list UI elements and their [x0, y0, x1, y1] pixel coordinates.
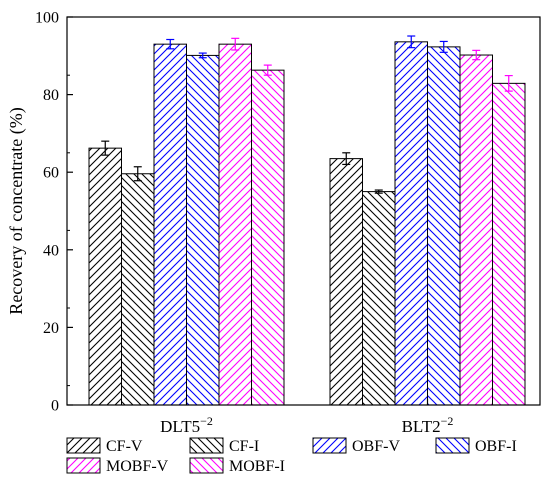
legend-item-obf-i: OBF-I [435, 437, 517, 455]
legend-item-mobf-i: MOBF-I [189, 457, 285, 475]
bar-cf-i-2 [362, 191, 396, 406]
bar-mobf-v-2 [459, 54, 493, 406]
legend-item-cf-v: CF-V [66, 437, 143, 455]
error-bar-cf-i-1 [133, 166, 142, 182]
error-bar-cf-v-1 [101, 140, 110, 156]
plot-frame [66, 16, 541, 406]
error-bar-obf-i-1 [198, 52, 207, 59]
legend-label: MOBF-V [106, 458, 169, 475]
y-tick-label: 60 [43, 165, 59, 182]
bar-mobf-v-1 [218, 43, 252, 406]
bar-obf-v-1 [153, 43, 187, 406]
bar-obf-i-1 [186, 54, 220, 406]
legend-swatch [66, 457, 101, 474]
error-bars-layer [101, 35, 513, 194]
legend: CF-V CF-I OBF-V OBF-I MOBF-V MOBF-I [66, 437, 517, 475]
y-tick-label: 100 [35, 10, 59, 27]
error-bar-cf-i-2 [374, 189, 383, 194]
bars-layer [88, 41, 526, 406]
bar-obf-v-2 [394, 41, 428, 406]
legend-label: MOBF-I [229, 458, 285, 475]
legend-item-obf-v: OBF-V [312, 437, 400, 455]
legend-swatch [435, 437, 470, 454]
bar-cf-i-1 [121, 173, 155, 406]
legend-label: OBF-V [352, 438, 400, 455]
axes-layer: 0 20 40 60 80 100 DLT5−2 BLT2−2 [35, 10, 541, 436]
bar-mobf-i-2 [492, 82, 526, 406]
y-tick-label: 80 [43, 87, 59, 104]
legend-label: CF-V [106, 438, 143, 455]
legend-item-mobf-v: MOBF-V [66, 457, 169, 475]
legend-swatch [312, 437, 347, 454]
y-tick-label: 40 [43, 242, 59, 259]
y-tick-label: 0 [51, 398, 59, 415]
legend-item-cf-i: CF-I [189, 437, 259, 455]
bar-mobf-i-1 [251, 69, 285, 406]
legend-swatch [66, 437, 101, 454]
error-bar-obf-v-1 [166, 38, 175, 50]
y-axis-label: Recovery of concentrate (%) [6, 107, 27, 314]
error-bar-obf-i-2 [439, 40, 448, 53]
y-tick-label: 20 [43, 320, 59, 337]
legend-label: CF-I [229, 438, 259, 455]
legend-swatch [189, 437, 224, 454]
error-bar-mobf-i-2 [504, 74, 513, 92]
legend-label: OBF-I [475, 438, 517, 455]
error-bar-mobf-v-2 [472, 49, 481, 61]
bar-cf-v-2 [329, 158, 363, 406]
bar-cf-v-1 [88, 147, 122, 406]
x-tick-label: DLT5−2 [160, 414, 213, 436]
x-tick-label: BLT2−2 [402, 414, 454, 436]
error-bar-mobf-i-1 [263, 64, 272, 76]
error-bar-obf-v-2 [407, 35, 416, 49]
bar-obf-i-2 [427, 46, 461, 406]
error-bar-mobf-v-1 [231, 37, 240, 51]
legend-swatch [189, 457, 224, 474]
error-bar-cf-v-2 [342, 152, 351, 166]
